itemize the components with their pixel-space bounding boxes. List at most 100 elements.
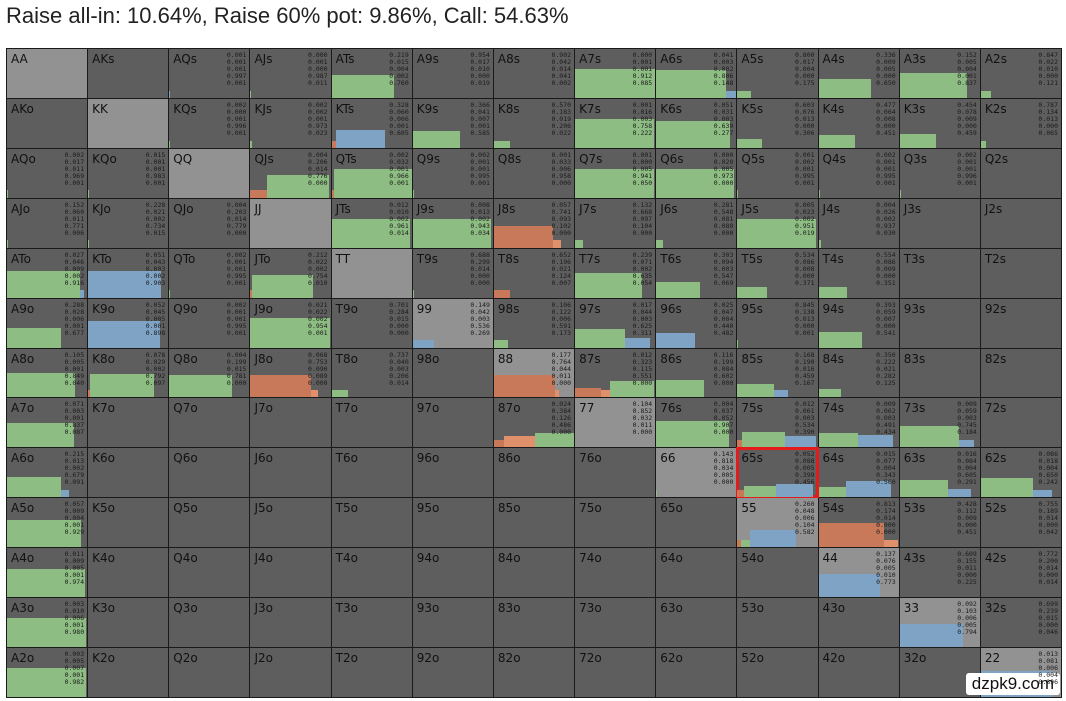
hand-cell-73o[interactable]: 73o xyxy=(575,598,656,648)
hand-cell-75s[interactable]: 75s 0.012 0.061 0.003 0.534 0.390 xyxy=(737,398,818,448)
hand-cell-J9s[interactable]: J9s 0.008 0.013 0.002 0.943 0.034 xyxy=(412,198,493,248)
hand-cell-KJo[interactable]: KJo 0.228 0.021 0.002 0.734 0.015 xyxy=(88,198,169,248)
hand-cell-97o[interactable]: 97o xyxy=(412,398,493,448)
hand-cell-K4o[interactable]: K4o xyxy=(88,548,169,598)
hand-cell-92o[interactable]: 92o xyxy=(412,648,493,697)
hand-cell-A2o[interactable]: A2o 0.003 0.005 0.007 0.001 0.982 xyxy=(7,648,88,697)
hand-cell-62s[interactable]: 62s 0.086 0.018 0.004 0.650 0.242 xyxy=(980,448,1061,498)
hand-cell-J2s[interactable]: J2s xyxy=(980,198,1061,248)
hand-cell-62o[interactable]: 62o xyxy=(656,648,737,697)
hand-cell-Q5o[interactable]: Q5o xyxy=(169,498,250,548)
hand-cell-75o[interactable]: 75o xyxy=(575,498,656,548)
hand-cell-Q3s[interactable]: Q3s 0.002 0.001 0.001 0.996 0.001 xyxy=(899,148,980,198)
hand-cell-J3s[interactable]: J3s xyxy=(899,198,980,248)
hand-cell-A8o[interactable]: A8o 0.105 0.005 0.001 0.849 0.040 xyxy=(7,348,88,398)
hand-cell-A4s[interactable]: A4s 0.336 0.009 0.005 0.000 0.650 xyxy=(818,49,899,98)
hand-cell-T3s[interactable]: T3s xyxy=(899,248,980,298)
hand-cell-99[interactable]: 99 0.149 0.042 0.003 0.536 0.269 xyxy=(412,298,493,348)
hand-cell-63o[interactable]: 63o xyxy=(656,598,737,648)
hand-cell-85s[interactable]: 85s 0.168 0.190 0.016 0.459 0.167 xyxy=(737,348,818,398)
hand-cell-43s[interactable]: 43s 0.609 0.155 0.011 0.000 0.225 xyxy=(899,548,980,598)
hand-cell-KTs[interactable]: KTs 0.328 0.060 0.006 0.001 0.605 xyxy=(331,98,412,148)
hand-cell-QQ[interactable]: QQ xyxy=(169,148,250,198)
hand-cell-33[interactable]: 33 0.092 0.103 0.006 0.005 0.794 xyxy=(899,598,980,648)
hand-cell-K7s[interactable]: K7s 0.001 0.016 0.003 0.758 0.222 xyxy=(575,98,656,148)
hand-cell-86s[interactable]: 86s 0.116 0.199 0.084 0.602 0.000 xyxy=(656,348,737,398)
hand-cell-J6o[interactable]: J6o xyxy=(250,448,331,498)
hand-cell-QJs[interactable]: QJs 0.004 0.206 0.014 0.776 0.000 xyxy=(250,148,331,198)
hand-cell-84o[interactable]: 84o xyxy=(493,548,575,598)
hand-cell-K3s[interactable]: K3s 0.454 0.078 0.009 0.000 0.459 xyxy=(899,98,980,148)
hand-cell-T7o[interactable]: T7o xyxy=(331,398,412,448)
hand-cell-K8s[interactable]: K8s 0.570 0.183 0.019 0.206 0.022 xyxy=(493,98,575,148)
hand-cell-87o[interactable]: 87o 0.024 0.384 0.126 0.486 0.000 xyxy=(493,398,575,448)
hand-cell-K7o[interactable]: K7o xyxy=(88,398,169,448)
hand-cell-63s[interactable]: 63s 0.016 0.084 0.004 0.605 0.291 xyxy=(899,448,980,498)
hand-cell-QTs[interactable]: QTs 0.002 0.032 0.001 0.966 0.001 xyxy=(331,148,412,198)
hand-cell-JTs[interactable]: JTs 0.012 0.010 0.002 0.961 0.014 xyxy=(331,198,412,248)
hand-cell-K5o[interactable]: K5o xyxy=(88,498,169,548)
hand-cell-Q4o[interactable]: Q4o xyxy=(169,548,250,598)
hand-cell-A9o[interactable]: A9o 0.288 0.028 0.006 0.001 0.677 xyxy=(7,298,88,348)
hand-cell-87s[interactable]: 87s 0.012 0.323 0.115 0.551 0.000 xyxy=(575,348,656,398)
hand-cell-J2o[interactable]: J2o xyxy=(250,648,331,697)
hand-cell-Q3o[interactable]: Q3o xyxy=(169,598,250,648)
hand-cell-73s[interactable]: 73s 0.009 0.059 0.003 0.745 0.184 xyxy=(899,398,980,448)
hand-cell-72o[interactable]: 72o xyxy=(575,648,656,697)
hand-cell-93o[interactable]: 93o xyxy=(412,598,493,648)
hand-cell-95s[interactable]: 95s 0.845 0.138 0.013 0.000 0.001 xyxy=(737,298,818,348)
hand-cell-J4s[interactable]: J4s 0.004 0.026 0.002 0.937 0.030 xyxy=(818,198,899,248)
hand-cell-53s[interactable]: 53s 0.428 0.112 0.009 0.000 0.451 xyxy=(899,498,980,548)
hand-cell-93s[interactable]: 93s xyxy=(899,298,980,348)
hand-cell-A2s[interactable]: A2s 0.847 0.022 0.010 0.000 0.121 xyxy=(980,49,1061,98)
hand-cell-A3o[interactable]: A3o 0.003 0.010 0.006 0.001 0.980 xyxy=(7,598,88,648)
hand-cell-Q9o[interactable]: Q9o 0.002 0.001 0.001 0.995 0.001 xyxy=(169,298,250,348)
hand-cell-74o[interactable]: 74o xyxy=(575,548,656,598)
hand-cell-A5s[interactable]: A5s 0.800 0.017 0.004 0.000 0.175 xyxy=(737,49,818,98)
hand-cell-ATo[interactable]: ATo 0.027 0.046 0.009 0.002 0.916 xyxy=(7,248,88,298)
hand-cell-32s[interactable]: 32s 0.699 0.239 0.015 0.000 0.046 xyxy=(980,598,1061,648)
hand-cell-A7s[interactable]: A7s 0.000 0.001 0.001 0.912 0.085 xyxy=(575,49,656,98)
hand-cell-T9o[interactable]: T9o 0.701 0.284 0.015 0.000 0.000 xyxy=(331,298,412,348)
hand-cell-A6s[interactable]: A6s 0.041 0.003 0.002 0.806 0.148 xyxy=(656,49,737,98)
hand-cell-J5s[interactable]: J5s 0.005 0.023 0.002 0.951 0.019 xyxy=(737,198,818,248)
hand-cell-QJo[interactable]: QJo 0.004 0.203 0.014 0.779 0.000 xyxy=(169,198,250,248)
hand-cell-52s[interactable]: 52s 0.755 0.189 0.014 0.000 0.042 xyxy=(980,498,1061,548)
hand-cell-T5s[interactable]: T5s 0.534 0.086 0.008 0.000 0.371 xyxy=(737,248,818,298)
hand-cell-53o[interactable]: 53o xyxy=(737,598,818,648)
hand-cell-ATs[interactable]: ATs 0.219 0.015 0.004 0.002 0.760 xyxy=(331,49,412,98)
hand-cell-77[interactable]: 77 0.104 0.852 0.032 0.011 0.000 xyxy=(575,398,656,448)
hand-cell-64o[interactable]: 64o xyxy=(656,548,737,598)
hand-cell-T9s[interactable]: T9s 0.688 0.299 0.014 0.000 0.000 xyxy=(412,248,493,298)
hand-cell-84s[interactable]: 84s 0.350 0.222 0.021 0.282 0.125 xyxy=(818,348,899,398)
hand-cell-52o[interactable]: 52o xyxy=(737,648,818,697)
hand-cell-J8s[interactable]: J8s 0.057 0.741 0.093 0.102 0.000 xyxy=(493,198,575,248)
hand-cell-82s[interactable]: 82s xyxy=(980,348,1061,398)
hand-cell-42s[interactable]: 42s 0.772 0.200 0.014 0.000 0.014 xyxy=(980,548,1061,598)
hand-cell-T4s[interactable]: T4s 0.554 0.086 0.009 0.000 0.351 xyxy=(818,248,899,298)
hand-cell-96o[interactable]: 96o xyxy=(412,448,493,498)
hand-cell-Q2s[interactable]: Q2s xyxy=(980,148,1061,198)
hand-cell-AQo[interactable]: AQo 0.002 0.017 0.011 0.969 0.001 xyxy=(7,148,88,198)
hand-cell-86o[interactable]: 86o xyxy=(493,448,575,498)
hand-cell-J8o[interactable]: J8o 0.068 0.753 0.090 0.089 0.000 xyxy=(250,348,331,398)
hand-cell-54o[interactable]: 54o xyxy=(737,548,818,598)
hand-cell-K5s[interactable]: K5s 0.603 0.076 0.013 0.000 0.306 xyxy=(737,98,818,148)
hand-cell-J6s[interactable]: J6s 0.281 0.548 0.081 0.080 0.000 xyxy=(656,198,737,248)
hand-cell-97s[interactable]: 97s 0.017 0.044 0.003 0.625 0.311 xyxy=(575,298,656,348)
hand-cell-K6s[interactable]: K6s 0.051 0.031 0.003 0.639 0.277 xyxy=(656,98,737,148)
hand-cell-J4o[interactable]: J4o xyxy=(250,548,331,598)
hand-cell-KTo[interactable]: KTo 0.051 0.043 0.003 0.002 0.903 xyxy=(88,248,169,298)
hand-cell-KJs[interactable]: KJs 0.002 0.002 0.001 0.973 0.023 xyxy=(250,98,331,148)
hand-cell-K4s[interactable]: K4s 0.477 0.064 0.008 0.000 0.451 xyxy=(818,98,899,148)
hand-cell-AA[interactable]: AA xyxy=(7,49,88,98)
hand-cell-A4o[interactable]: A4o 0.011 0.009 0.005 0.001 0.974 xyxy=(7,548,88,598)
hand-cell-K6o[interactable]: K6o xyxy=(88,448,169,498)
hand-cell-Q2o[interactable]: Q2o xyxy=(169,648,250,697)
hand-cell-JTo[interactable]: JTo 0.212 0.022 0.002 0.754 0.010 xyxy=(250,248,331,298)
hand-cell-65s[interactable]: 65s 0.052 0.088 0.005 0.399 0.456 xyxy=(736,447,819,499)
hand-cell-94s[interactable]: 94s 0.393 0.059 0.007 0.000 0.541 xyxy=(818,298,899,348)
hand-cell-T6s[interactable]: T6s 0.303 0.094 0.003 0.547 0.069 xyxy=(656,248,737,298)
hand-cell-T3o[interactable]: T3o xyxy=(331,598,412,648)
hand-cell-98s[interactable]: 98s 0.106 0.122 0.006 0.591 0.173 xyxy=(493,298,575,348)
